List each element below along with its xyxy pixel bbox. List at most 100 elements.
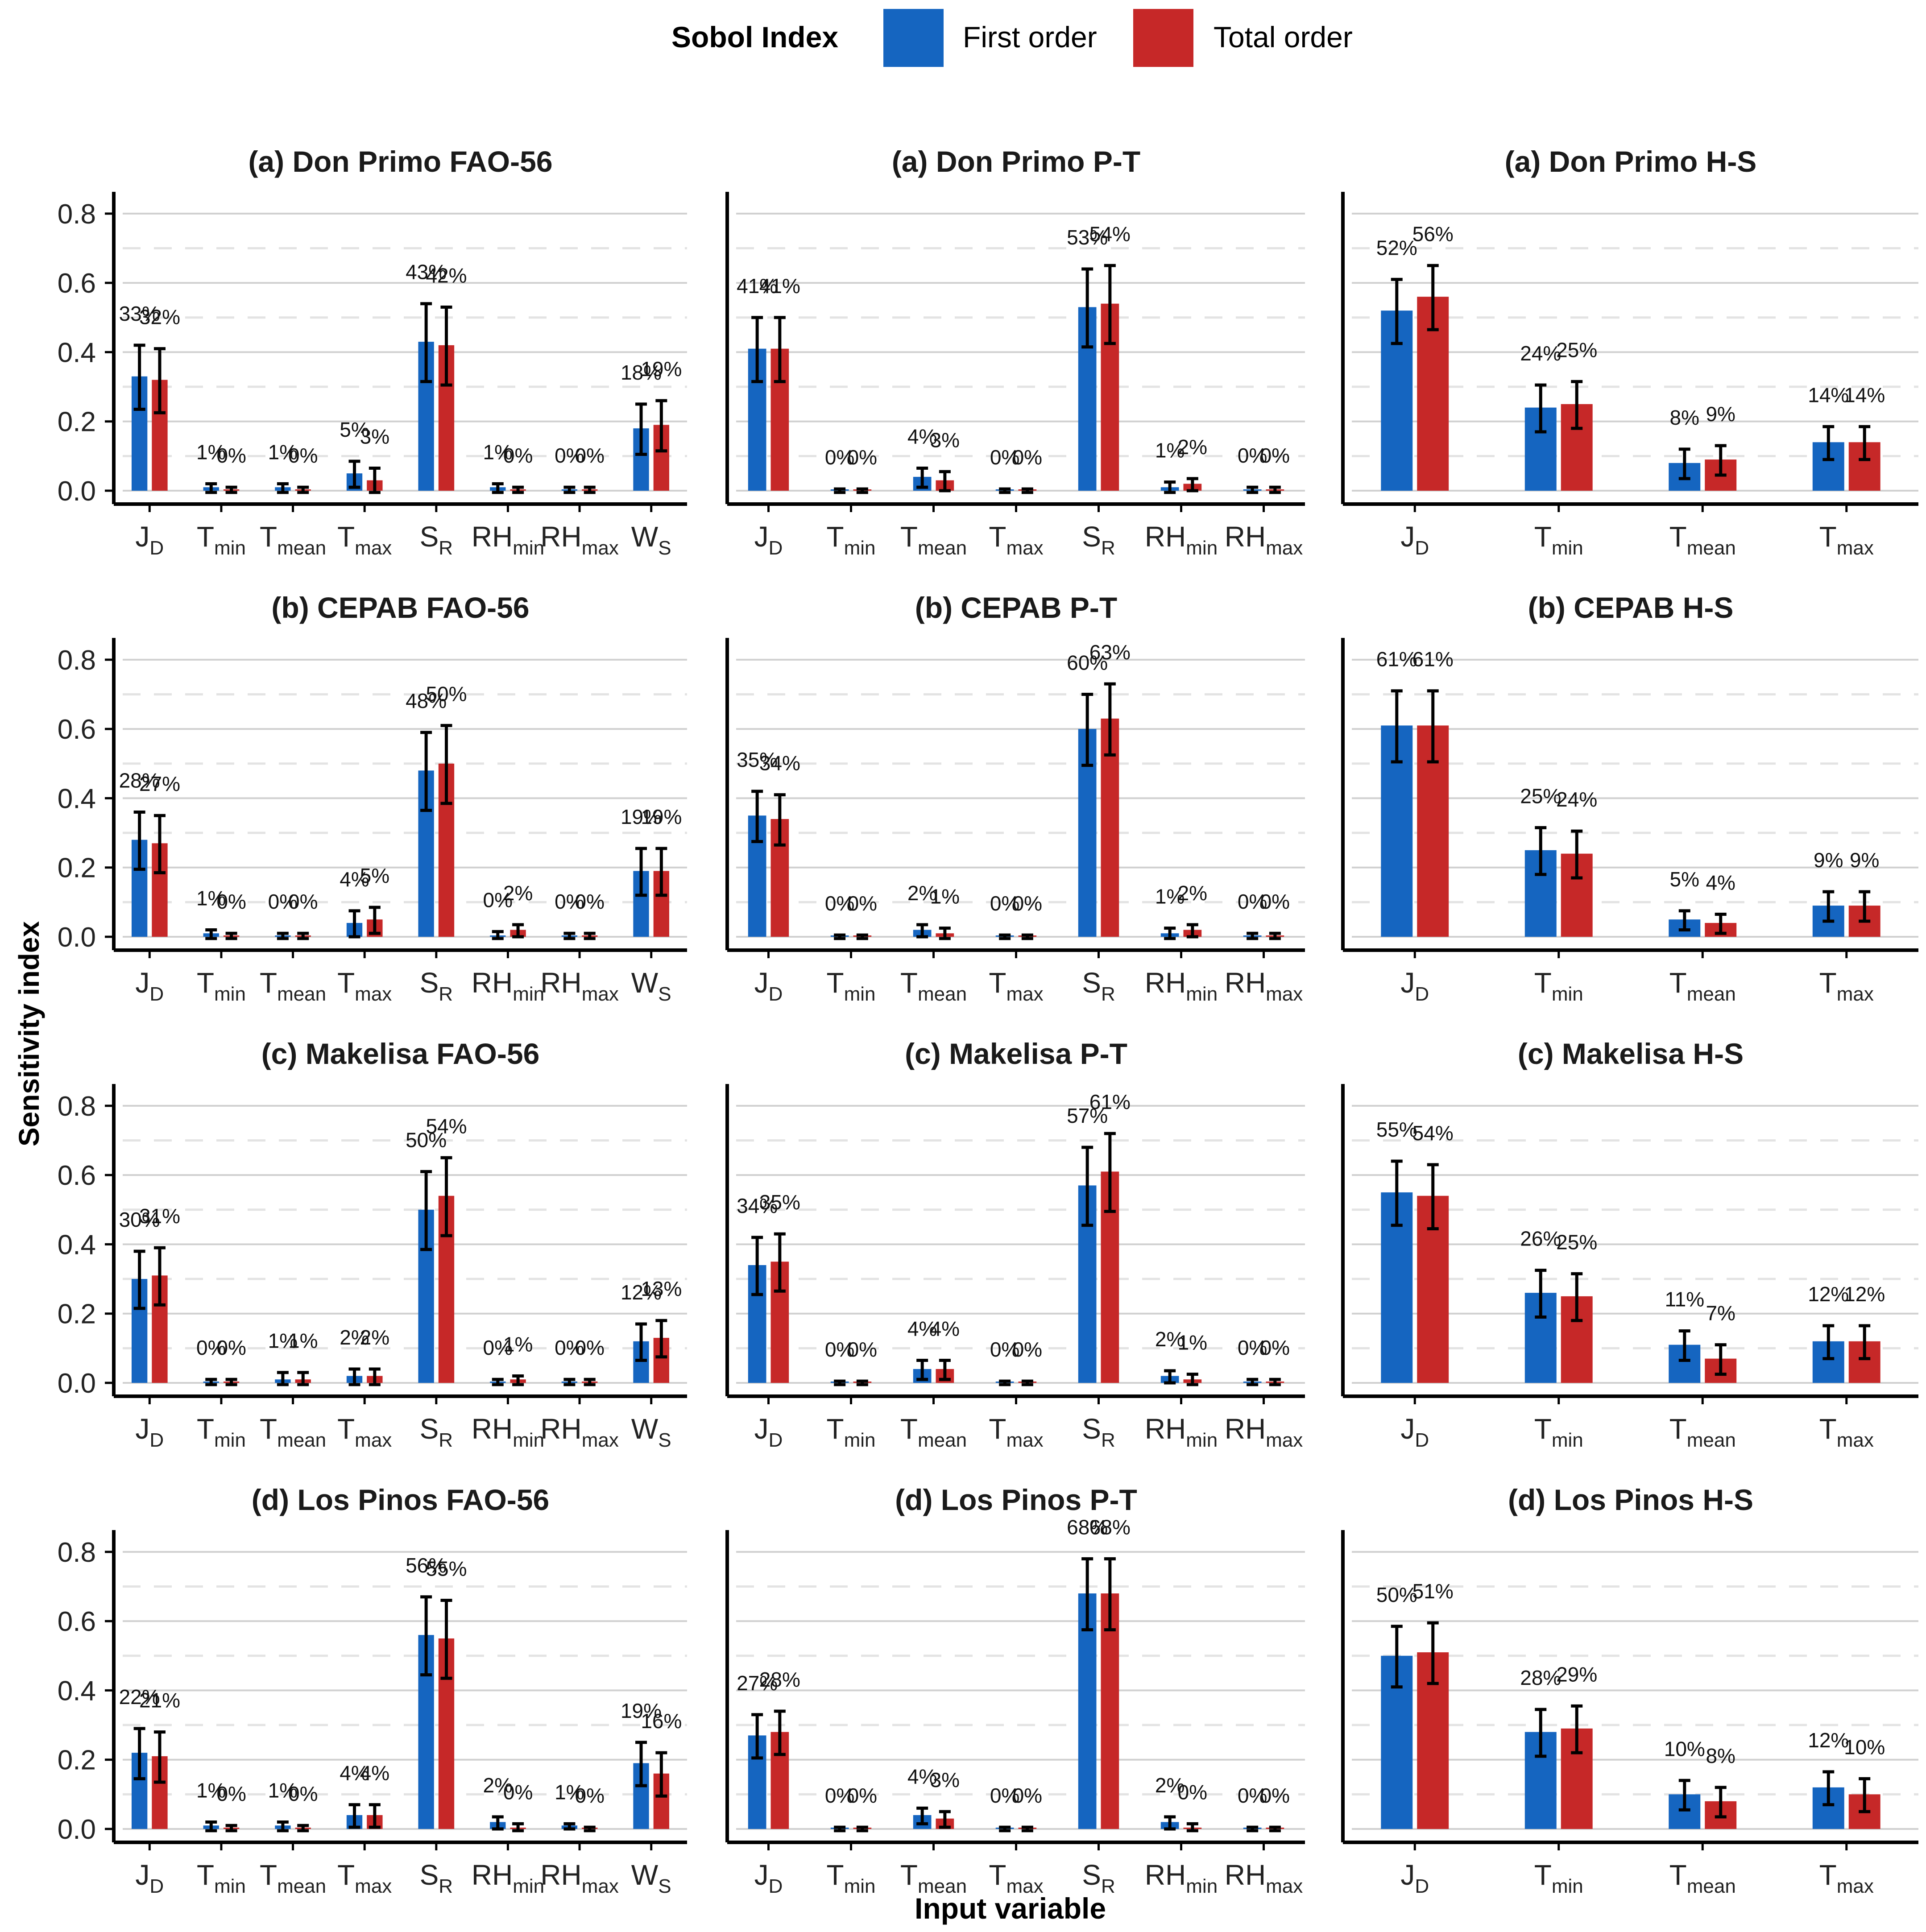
data-label: 1% (1178, 1331, 1207, 1354)
chart-panel: (a) Don Primo FAO-56 0.0 0.2 0.4 0.6 0.8 33%32… (58, 145, 687, 559)
chart-panel: (c) Makelisa FAO-56 0.0 0.2 0.4 0.6 0.8 30%31%… (58, 1037, 687, 1451)
data-label: 50% (406, 1128, 447, 1151)
data-label: 42% (426, 264, 467, 287)
bar-total-order (1101, 1593, 1119, 1829)
x-tick-label: Tmean (1669, 1413, 1736, 1451)
x-tick-label: Tmean (260, 1413, 326, 1451)
data-label: 28% (1520, 1666, 1561, 1689)
data-label: 0% (216, 1782, 246, 1805)
data-label: 2% (1178, 435, 1207, 459)
data-label: 57% (1067, 1104, 1108, 1127)
data-label: 34% (759, 752, 800, 775)
x-tick-label: JD (754, 1413, 783, 1451)
x-tick-label: Tmin (197, 967, 246, 1005)
data-label: 10% (1664, 1737, 1705, 1760)
data-label: 0% (216, 1336, 246, 1359)
y-tick-label: 0.2 (58, 407, 96, 438)
data-label: 0% (1238, 890, 1267, 913)
y-tick-label: 0.0 (58, 476, 96, 507)
legend-swatch-first (883, 9, 944, 67)
data-label: 41% (759, 274, 800, 298)
x-tick-label: JD (135, 1413, 164, 1451)
data-label: 24% (1520, 342, 1561, 365)
x-tick-label: RHmax (1225, 967, 1303, 1005)
data-label: 0% (288, 890, 318, 913)
x-tick-label: Tmax (989, 1859, 1043, 1897)
x-tick-label: RHmin (1145, 521, 1218, 559)
x-tick-label: SR (420, 1413, 453, 1451)
data-label: 12% (1844, 1282, 1885, 1306)
data-label: 5% (340, 418, 369, 441)
data-label: 33% (119, 302, 160, 325)
data-label: 34% (737, 1194, 778, 1217)
data-label: 29% (1556, 1663, 1597, 1686)
x-tick-label: Tmean (1669, 967, 1736, 1005)
x-tick-label: Tmin (197, 1413, 246, 1451)
data-label: 4% (340, 1762, 369, 1785)
data-label: 1% (196, 1779, 226, 1802)
data-label: 1% (1155, 885, 1185, 908)
data-label: 0% (216, 890, 246, 913)
data-label: 4% (360, 1762, 389, 1785)
x-tick-label: JD (1400, 967, 1429, 1005)
data-label: 35% (737, 748, 778, 771)
panel-title: (a) Don Primo FAO-56 (248, 145, 552, 178)
data-label: 4% (340, 868, 369, 891)
data-label: 1% (503, 1332, 533, 1356)
data-label: 0% (1013, 892, 1042, 915)
data-label: 0% (483, 1336, 513, 1359)
data-label: 43% (406, 261, 447, 284)
x-tick-label: Tmean (900, 521, 967, 559)
data-label: 0% (825, 446, 854, 469)
chart-panel: (d) Los Pinos P-T27%28%JD0%0%Tmin4%3%Tme… (725, 1483, 1305, 1897)
panel-title: (d) Los Pinos FAO-56 (252, 1483, 549, 1516)
legend-title: Sobol Index (671, 21, 839, 54)
data-label: 3% (930, 1768, 960, 1791)
data-label: 31% (139, 1204, 180, 1228)
data-label: 55% (1376, 1118, 1417, 1141)
x-tick-label: SR (1082, 521, 1115, 559)
data-label: 48% (406, 689, 447, 712)
data-label: 2% (907, 881, 937, 905)
x-tick-label: Tmean (1669, 1859, 1736, 1897)
data-label: 68% (1089, 1515, 1131, 1539)
x-tick-label: RHmax (540, 1413, 619, 1451)
data-label: 19% (641, 357, 682, 381)
chart-panel: (b) CEPAB H-S 61%61% JD 25%24% Tmin 5% 4% Tmean… (1341, 591, 1918, 1005)
data-label: 0% (1260, 890, 1290, 913)
data-label: 54% (426, 1114, 467, 1138)
data-label: 0% (1178, 1780, 1207, 1804)
legend-swatch-total (1133, 9, 1193, 67)
data-label: 4% (930, 1317, 960, 1340)
data-label: 1% (268, 1779, 298, 1802)
y-tick-label: 0.8 (58, 1091, 96, 1122)
data-label: 3% (930, 428, 960, 451)
data-label: 5% (360, 864, 389, 887)
legend-label-total: Total order (1214, 21, 1353, 54)
data-label: 9% (1814, 848, 1843, 872)
x-tick-label: Tmean (1669, 521, 1736, 559)
x-tick-label: Tmax (337, 1413, 392, 1451)
data-label: 1% (555, 1780, 584, 1804)
x-tick-label: Tmin (1534, 967, 1583, 1005)
x-tick-label: Tmean (260, 967, 326, 1005)
data-label: 10% (1844, 1735, 1885, 1758)
data-label: 0% (288, 1782, 318, 1805)
x-tick-label: Tmean (900, 1859, 967, 1897)
data-label: 1% (268, 440, 298, 463)
x-tick-label: Tmin (827, 1859, 876, 1897)
data-label: 0% (196, 1336, 226, 1359)
x-tick-label: Tmin (197, 1859, 246, 1897)
data-label: 12% (1808, 1729, 1849, 1752)
x-tick-label: Tmax (989, 967, 1043, 1005)
panel-title: (a) Don Primo H-S (1505, 145, 1757, 178)
chart-panel: (c) Makelisa H-S 55%54% JD 26%25% Tmin 11%7% T… (1341, 1037, 1918, 1451)
x-tick-label: Tmin (1534, 1413, 1583, 1451)
x-tick-label: Tmin (827, 967, 876, 1005)
y-tick-label: 0.4 (58, 337, 96, 368)
x-tick-label: WS (631, 967, 671, 1005)
x-tick-label: Tmin (827, 521, 876, 559)
x-tick-label: Tmax (989, 521, 1043, 559)
data-label: 2% (1155, 1774, 1185, 1797)
